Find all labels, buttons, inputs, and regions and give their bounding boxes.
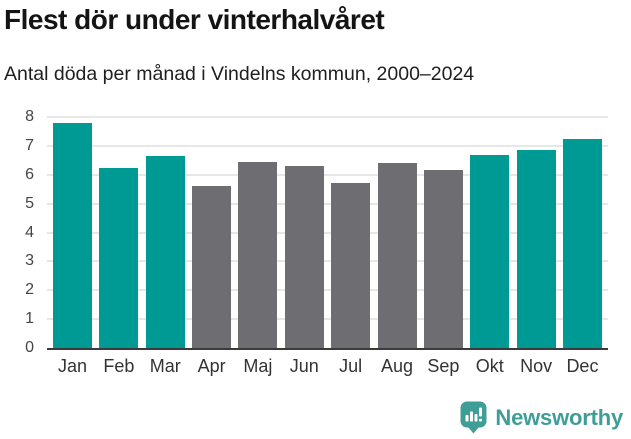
gridline-5 bbox=[47, 202, 608, 205]
plot-area bbox=[47, 116, 608, 350]
bar-jan bbox=[53, 122, 92, 348]
y-tick-8: 8 bbox=[25, 108, 34, 125]
bar-aug bbox=[377, 163, 417, 348]
gridline-2 bbox=[47, 289, 608, 292]
y-tick-5: 5 bbox=[25, 194, 34, 212]
chart-subtitle: Antal döda per månad i Vindelns kommun, … bbox=[4, 63, 475, 85]
x-tick-aug: Aug bbox=[381, 356, 414, 376]
x-tick-jun: Jun bbox=[289, 356, 319, 376]
x-tick-mar: Mar bbox=[149, 356, 181, 376]
chart-title: Flest dör under vinterhalvåret bbox=[4, 4, 385, 35]
bar-sep bbox=[423, 170, 463, 348]
gridline-4 bbox=[47, 231, 608, 234]
y-tick-7: 7 bbox=[25, 136, 34, 154]
gridline-7 bbox=[47, 144, 608, 147]
brand-name: Newsworthy bbox=[495, 404, 623, 430]
x-tick-apr: Apr bbox=[197, 356, 226, 376]
bar-okt bbox=[470, 154, 510, 348]
bar-dec bbox=[562, 138, 602, 348]
gridline-1 bbox=[47, 318, 608, 321]
bar-nov bbox=[516, 150, 556, 348]
x-tick-jul: Jul bbox=[339, 356, 363, 376]
bar-apr bbox=[192, 186, 232, 348]
y-tick-1: 1 bbox=[25, 310, 34, 328]
x-tick-okt: Okt bbox=[475, 356, 504, 376]
y-tick-6: 6 bbox=[25, 165, 34, 183]
bar-chart-speech-bubble-icon bbox=[460, 401, 487, 434]
x-tick-dec: Dec bbox=[566, 356, 599, 376]
y-tick-2: 2 bbox=[25, 281, 34, 299]
x-tick-feb: Feb bbox=[103, 356, 135, 376]
x-tick-jan: Jan bbox=[57, 356, 88, 376]
y-tick-0: 0 bbox=[25, 339, 34, 356]
y-tick-3: 3 bbox=[25, 252, 34, 270]
x-tick-maj: Maj bbox=[243, 356, 273, 376]
bar-jul bbox=[331, 183, 371, 348]
bar-maj bbox=[238, 161, 278, 348]
x-axis-labels: Jan Feb Mar Apr Maj Jun Jul Aug Sep Okt Nov Dec bbox=[47, 356, 608, 377]
x-tick-sep: Sep bbox=[427, 356, 460, 376]
bar-feb bbox=[99, 167, 139, 348]
gridline-3 bbox=[47, 260, 608, 263]
x-tick-nov: Nov bbox=[520, 356, 553, 376]
bar-jun bbox=[284, 166, 324, 348]
gridline-6 bbox=[47, 173, 608, 176]
y-tick-4: 4 bbox=[25, 223, 34, 241]
newsworthy-logo: Newsworthy bbox=[460, 401, 623, 434]
bar-mar bbox=[145, 155, 185, 348]
bar-group bbox=[47, 117, 608, 348]
gridline-8 bbox=[47, 116, 608, 118]
y-axis-labels: 0 1 2 3 4 5 6 7 8 bbox=[0, 0, 34, 439]
